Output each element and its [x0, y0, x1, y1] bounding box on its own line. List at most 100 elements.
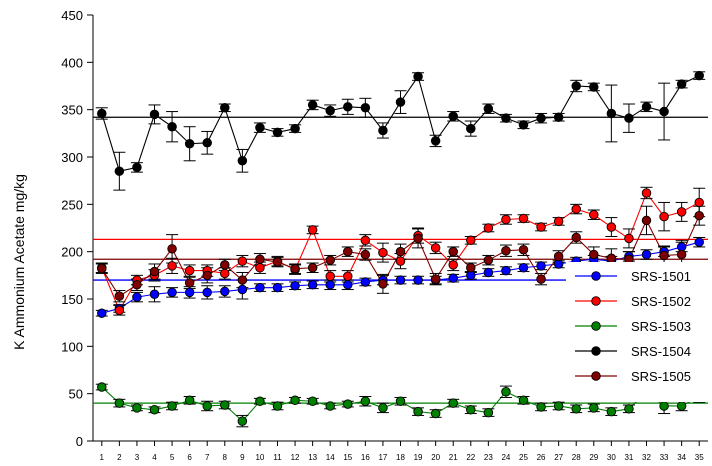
data-point	[378, 279, 388, 289]
y-tick-label: 150	[61, 292, 83, 307]
data-point	[220, 103, 230, 113]
legend-marker	[591, 346, 601, 356]
y-tick-label: 200	[61, 245, 83, 260]
x-tick-label: 6	[187, 453, 192, 462]
x-tick-label: 28	[572, 453, 581, 462]
data-point	[325, 271, 335, 282]
data-point	[536, 274, 546, 284]
data-point	[413, 71, 423, 82]
data-point	[466, 405, 476, 415]
data-point	[237, 275, 248, 285]
data-point	[589, 82, 599, 92]
data-point	[272, 127, 283, 138]
data-point	[553, 251, 564, 262]
data-point	[448, 398, 458, 408]
data-point	[378, 247, 388, 258]
data-point	[290, 280, 300, 291]
data-point	[325, 401, 335, 411]
data-point	[624, 233, 634, 244]
legend-box	[566, 262, 708, 402]
data-point	[448, 111, 458, 122]
data-point	[149, 405, 160, 415]
y-tick-label: 50	[69, 387, 83, 402]
data-point	[202, 401, 212, 411]
data-point	[184, 278, 195, 288]
data-point	[97, 263, 107, 274]
x-tick-label: 19	[414, 453, 423, 462]
data-point	[184, 138, 195, 149]
series-line	[101, 75, 700, 172]
data-point	[97, 108, 107, 119]
x-tick-label: 7	[205, 453, 210, 462]
data-point	[307, 263, 318, 273]
data-point	[589, 249, 599, 260]
data-point	[518, 395, 529, 406]
data-point	[255, 254, 265, 264]
data-point	[167, 287, 177, 298]
data-point	[553, 216, 564, 227]
x-tick-label: 8	[223, 453, 228, 462]
data-point	[448, 260, 458, 270]
series-group	[95, 70, 706, 428]
data-point	[501, 387, 511, 397]
data-point	[184, 395, 195, 406]
data-point	[132, 292, 142, 302]
x-tick-label: 23	[484, 453, 493, 462]
data-point	[167, 401, 177, 411]
data-point	[149, 266, 160, 277]
data-point	[694, 210, 704, 221]
data-point	[307, 100, 318, 110]
data-point	[430, 274, 441, 284]
data-point	[325, 255, 335, 265]
data-point	[641, 249, 652, 260]
data-point	[395, 396, 406, 406]
data-point	[202, 287, 212, 298]
data-point	[307, 280, 318, 290]
x-tick-label: 20	[431, 453, 440, 462]
data-point	[343, 271, 353, 282]
data-point	[360, 235, 371, 246]
data-point	[501, 245, 511, 256]
data-point	[184, 265, 195, 276]
data-point	[606, 108, 617, 119]
data-point	[184, 287, 195, 298]
x-tick-label: 21	[449, 453, 458, 462]
data-point	[571, 204, 581, 214]
data-point	[343, 399, 353, 409]
data-point	[694, 197, 704, 208]
x-tick-label: 22	[466, 453, 475, 462]
data-point	[343, 102, 353, 112]
data-point	[430, 243, 441, 253]
data-point	[290, 123, 300, 134]
data-point	[501, 113, 511, 123]
data-point	[466, 235, 476, 246]
legend-marker	[591, 321, 601, 331]
data-point	[483, 407, 494, 418]
data-point	[466, 263, 476, 273]
legend-marker	[591, 271, 601, 281]
data-point	[413, 406, 423, 417]
x-tick-label: 35	[695, 453, 704, 462]
data-point	[272, 401, 283, 411]
x-tick-label: 29	[589, 453, 598, 462]
legend-label: SRS-1505	[631, 369, 691, 384]
data-point	[149, 289, 160, 300]
x-tick-label: 1	[100, 453, 105, 462]
data-point	[360, 396, 371, 406]
data-point	[606, 406, 617, 417]
data-point	[360, 103, 371, 113]
data-point	[571, 404, 581, 414]
y-tick-label: 300	[61, 150, 83, 165]
data-point	[448, 273, 458, 283]
data-point	[290, 395, 300, 406]
data-point	[676, 401, 687, 411]
data-point	[430, 408, 441, 419]
data-point	[518, 263, 529, 273]
data-point	[430, 136, 441, 146]
data-point	[132, 162, 142, 173]
x-tick-label: 31	[624, 453, 633, 462]
x-tick-label: 15	[343, 453, 352, 462]
data-point	[395, 256, 406, 266]
